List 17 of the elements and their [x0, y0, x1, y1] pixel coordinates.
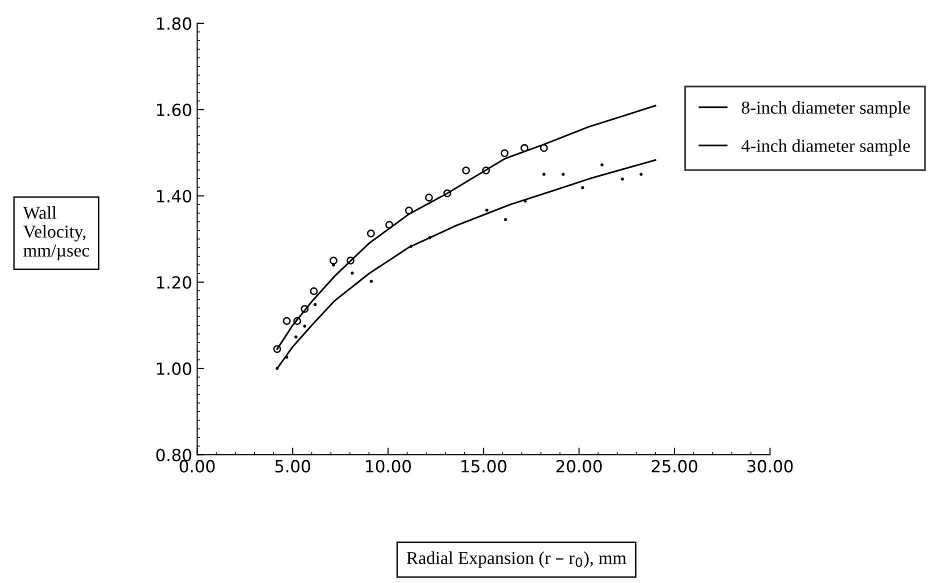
y-tick-label: 1.00	[157, 362, 192, 376]
y-tick-label: 1.80	[157, 17, 192, 30]
x-axis-title: Radial Expansion (r – r$_{0}$), mm	[406, 551, 626, 568]
y-tick-label: 1.20	[157, 276, 192, 289]
x-tick-label: 20.00	[556, 460, 602, 472]
x-tick-label: 15.00	[462, 460, 506, 472]
y-axis-title: Wall Velocity, mm/µsec	[23, 206, 90, 260]
legend-label: 4-inch diameter sample	[741, 139, 910, 156]
y-tick-label: 1.60	[157, 104, 192, 116]
x-tick-label: 10.00	[366, 460, 411, 472]
y-tick-label: 1.40	[157, 190, 192, 202]
legend-label: 8-inch diameter sample	[742, 101, 910, 118]
x-tick-label: 5.00	[275, 460, 310, 472]
x-tick-label: 25.00	[652, 460, 698, 472]
x-tick-label: 0.00	[180, 460, 215, 472]
x-tick-label: 30.00	[747, 460, 793, 472]
y-tick-label: 0.80	[156, 448, 192, 462]
